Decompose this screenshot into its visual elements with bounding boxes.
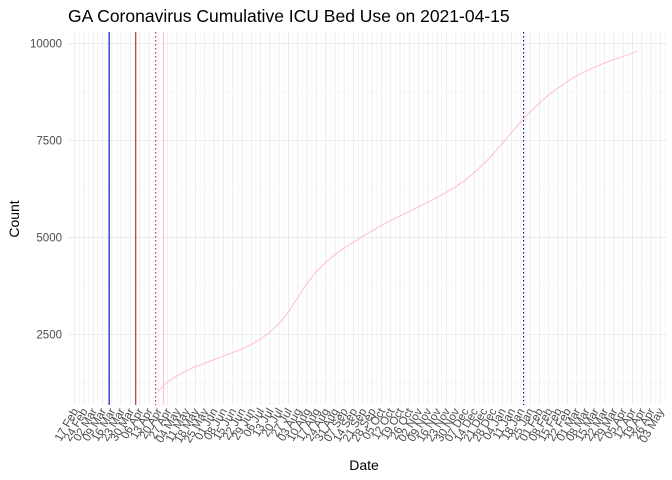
data-point	[464, 179, 466, 181]
data-point	[635, 50, 638, 52]
data-point	[362, 235, 364, 237]
data-point	[520, 121, 522, 123]
data-point	[473, 171, 476, 173]
data-point	[445, 191, 448, 193]
data-point	[418, 206, 420, 208]
data-point	[157, 390, 159, 392]
data-point	[278, 322, 280, 325]
data-point	[213, 359, 215, 361]
data-point	[371, 230, 373, 232]
data-point	[343, 247, 345, 249]
data-point	[399, 215, 401, 217]
y-tick-label: 2500	[36, 329, 62, 341]
data-point	[306, 282, 308, 284]
data-point	[566, 81, 568, 83]
data-point	[204, 362, 206, 364]
data-point	[548, 94, 550, 96]
data-point	[576, 75, 578, 77]
data-point	[250, 343, 252, 346]
data-point	[176, 375, 178, 377]
data-point	[287, 311, 290, 313]
data-point	[222, 355, 224, 357]
data-point	[259, 338, 262, 340]
data-point	[325, 261, 327, 263]
data-point	[185, 370, 187, 372]
data-point	[455, 186, 457, 188]
data-point	[334, 253, 336, 256]
data-point	[352, 241, 355, 243]
data-point	[436, 196, 438, 198]
chart-title: GA Coronavirus Cumulative ICU Bed Use on…	[68, 6, 510, 26]
data-point	[613, 58, 615, 61]
data-point	[585, 70, 587, 72]
x-axis-title: Date	[349, 457, 379, 473]
data-point	[241, 348, 243, 350]
data-point	[194, 366, 197, 368]
y-axis: 2500 5000 7500 10000	[30, 39, 62, 342]
data-point	[297, 296, 299, 299]
data-point	[631, 52, 634, 54]
series	[157, 50, 638, 392]
data-point	[390, 219, 392, 222]
data-point	[594, 66, 596, 68]
y-tick-label: 7500	[36, 136, 62, 148]
data-point	[269, 331, 271, 333]
data-point	[492, 153, 494, 155]
reference-lines	[108, 32, 525, 405]
y-axis-title: Count	[6, 200, 22, 237]
data-point	[511, 131, 513, 134]
data-point	[557, 87, 559, 89]
data-point	[529, 111, 531, 113]
y-tick-label: 10000	[30, 39, 62, 51]
data-point	[167, 381, 169, 383]
grid	[68, 32, 667, 405]
data-point	[603, 62, 606, 64]
data-point	[622, 55, 624, 58]
y-tick-label: 5000	[36, 232, 62, 244]
data-point	[483, 163, 485, 165]
data-point	[408, 210, 410, 213]
data-point	[427, 201, 429, 203]
data-point	[380, 224, 383, 227]
data-point	[538, 102, 541, 104]
data-point	[501, 142, 503, 144]
data-point	[315, 271, 317, 273]
data-point	[232, 352, 234, 354]
